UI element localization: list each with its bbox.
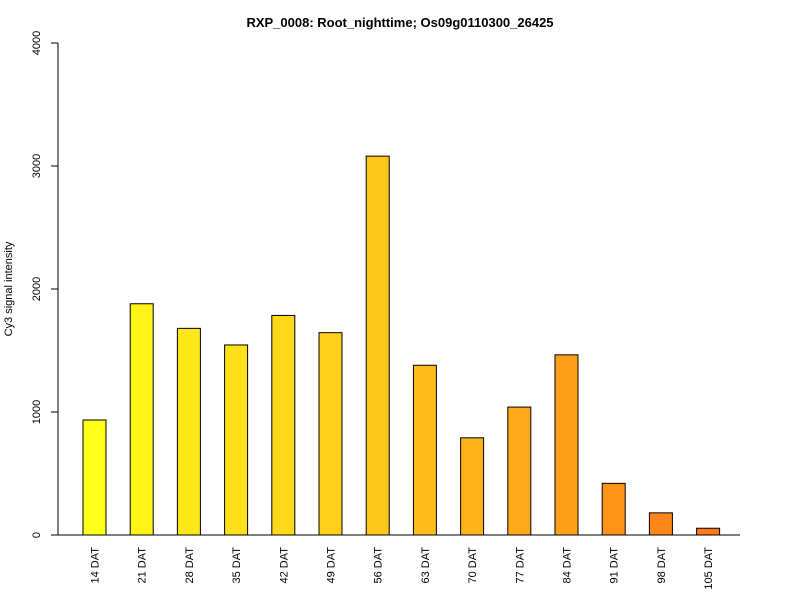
y-tick-label: 4000	[31, 31, 43, 55]
bar	[365, 155, 390, 536]
bars-group	[82, 155, 721, 536]
x-tick-label: 98 DAT	[656, 547, 668, 584]
y-tick-label: 0	[31, 532, 43, 538]
bar	[601, 482, 626, 536]
bar	[554, 354, 579, 536]
x-tick-label: 28 DAT	[184, 547, 196, 584]
y-tick-label: 3000	[31, 154, 43, 178]
y-axis-label: Cy3 signal intensity	[3, 241, 15, 336]
x-tick-label: 21 DAT	[137, 547, 149, 584]
x-tick-label: 91 DAT	[609, 547, 621, 584]
x-tick-label: 105 DAT	[703, 547, 715, 590]
bar	[176, 327, 201, 536]
x-tick-label: 42 DAT	[278, 547, 290, 584]
y-axis: 0 1000 2000 3000 4000	[31, 31, 59, 538]
x-tick-label: 49 DAT	[326, 547, 338, 584]
y-tick-label: 1000	[31, 400, 43, 424]
bar	[460, 437, 485, 536]
y-tick-label: 2000	[31, 277, 43, 301]
bar	[696, 527, 721, 536]
x-tick-label: 56 DAT	[373, 547, 385, 584]
bar	[271, 314, 296, 536]
bar	[224, 344, 249, 536]
x-tick-label: 35 DAT	[231, 547, 243, 584]
x-tick-label: 70 DAT	[467, 547, 479, 584]
bar	[82, 419, 107, 536]
x-tick-label: 84 DAT	[562, 547, 574, 584]
bar	[507, 406, 532, 536]
bar	[129, 303, 154, 536]
bar	[648, 512, 673, 536]
x-tick-label: 63 DAT	[420, 547, 432, 584]
x-tick-label: 77 DAT	[514, 547, 526, 584]
bar	[318, 332, 343, 536]
chart-title: RXP_0008: Root_nighttime; Os09g0110300_2…	[246, 15, 553, 30]
x-axis: 14 DAT 21 DAT 28 DAT 35 DAT 42 DAT 49 DAT 56 D…	[58, 534, 740, 590]
x-tick-label: 14 DAT	[90, 547, 102, 584]
bar	[412, 364, 437, 536]
